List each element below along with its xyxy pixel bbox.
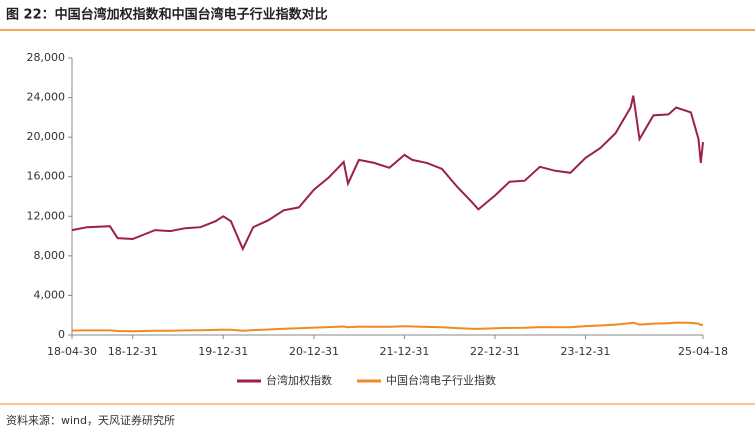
- y-tick-label: 0: [58, 328, 65, 341]
- y-tick-label: 16,000: [27, 170, 66, 183]
- series-line: [71, 321, 704, 333]
- x-tick-label: 21-12-31: [380, 345, 430, 358]
- legend-label: 台湾加权指数: [266, 373, 332, 387]
- y-tick-label: 20,000: [27, 130, 66, 143]
- x-tick-label: 18-04-30: [47, 345, 97, 358]
- y-tick-label: 12,000: [27, 209, 66, 222]
- y-tick-label: 4,000: [34, 288, 66, 301]
- x-tick-label: 23-12-31: [561, 345, 611, 358]
- x-tick-label: 22-12-31: [470, 345, 520, 358]
- chart-title: 图 22：中国台湾加权指数和中国台湾电子行业指数对比: [6, 7, 328, 23]
- y-tick-label: 28,000: [27, 51, 66, 64]
- x-tick-label: 25-04-18: [678, 345, 728, 358]
- x-tick-label: 20-12-31: [289, 345, 339, 358]
- series-line: [71, 95, 704, 252]
- x-tick-label: 18-12-31: [108, 345, 158, 358]
- legend-label: 中国台湾电子行业指数: [386, 373, 496, 387]
- y-tick-label: 24,000: [27, 91, 66, 104]
- x-tick-label: 19-12-31: [198, 345, 248, 358]
- y-tick-label: 8,000: [34, 249, 66, 262]
- source: 资料来源：wind，天风证券研究所: [6, 413, 175, 427]
